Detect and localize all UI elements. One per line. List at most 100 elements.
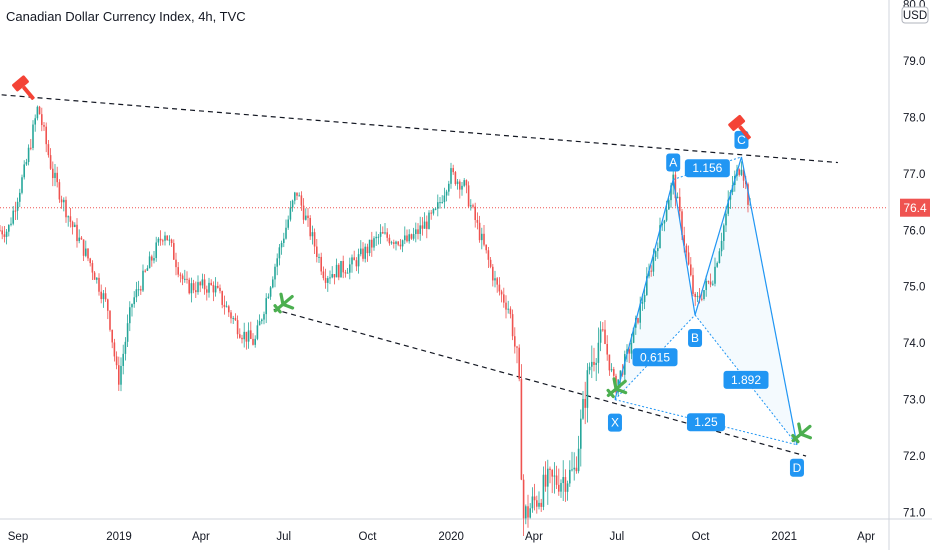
candle bbox=[296, 192, 298, 201]
candle bbox=[610, 363, 613, 373]
x-tick-label: Oct bbox=[359, 531, 378, 543]
candle bbox=[82, 239, 85, 261]
candle bbox=[89, 257, 91, 267]
candle bbox=[111, 329, 113, 349]
candle bbox=[168, 235, 171, 246]
candle bbox=[0, 224, 1, 232]
candle bbox=[549, 466, 551, 484]
candle bbox=[518, 344, 520, 382]
candle bbox=[452, 164, 454, 175]
candle bbox=[93, 270, 96, 280]
candle bbox=[456, 178, 459, 190]
pattern-ratio-label: 1.25 bbox=[694, 415, 718, 429]
trendline[interactable] bbox=[273, 308, 807, 457]
buy-signal-icon[interactable] bbox=[603, 374, 631, 402]
sell-signal-icon[interactable] bbox=[728, 114, 756, 143]
y-tick-label: 77.0 bbox=[903, 169, 925, 181]
candle bbox=[320, 252, 322, 276]
candle bbox=[98, 273, 100, 296]
candle bbox=[483, 224, 485, 247]
candle bbox=[544, 461, 547, 492]
candle bbox=[54, 164, 56, 187]
candle bbox=[382, 226, 384, 234]
buy-signal-icon[interactable] bbox=[787, 420, 815, 448]
candle bbox=[166, 235, 168, 241]
candle bbox=[27, 144, 30, 166]
candle bbox=[124, 337, 127, 361]
candle bbox=[188, 277, 190, 295]
candle bbox=[1, 226, 3, 240]
currency-badge[interactable]: USD bbox=[901, 6, 929, 24]
candle bbox=[718, 248, 721, 264]
candle bbox=[267, 293, 270, 299]
candle bbox=[151, 254, 153, 267]
candle bbox=[52, 161, 54, 187]
x-tick-label: Apr bbox=[192, 531, 210, 543]
candle bbox=[465, 179, 468, 194]
candle bbox=[714, 257, 716, 287]
candle bbox=[203, 274, 206, 295]
candle bbox=[685, 243, 688, 260]
candle bbox=[107, 298, 109, 320]
candle bbox=[503, 287, 505, 308]
candle bbox=[329, 270, 331, 285]
candle bbox=[212, 281, 215, 302]
pattern-leg-cd[interactable] bbox=[740, 156, 798, 445]
pattern-ratio-label: 1.156 bbox=[692, 161, 722, 175]
candle bbox=[448, 180, 450, 196]
buy-signal-icon[interactable] bbox=[270, 290, 298, 318]
candle bbox=[43, 121, 45, 131]
sell-signal-icon[interactable] bbox=[11, 75, 39, 104]
candle bbox=[302, 198, 305, 224]
candle bbox=[85, 240, 87, 258]
pattern-leg-ab[interactable] bbox=[672, 179, 696, 316]
candle bbox=[703, 289, 705, 301]
pattern-leg-xa[interactable] bbox=[614, 179, 674, 400]
pattern-point-b[interactable]: B bbox=[688, 328, 703, 347]
candle bbox=[118, 356, 120, 391]
candle bbox=[272, 276, 274, 289]
candle bbox=[593, 347, 595, 372]
candle bbox=[696, 292, 699, 303]
candle bbox=[142, 264, 144, 292]
candle bbox=[159, 230, 162, 246]
pattern-point-a[interactable]: A bbox=[666, 153, 681, 172]
candle bbox=[195, 281, 197, 298]
y-tick-label: 73.0 bbox=[903, 395, 925, 407]
candle bbox=[551, 468, 553, 494]
pattern-point-d[interactable]: D bbox=[789, 458, 804, 477]
candle bbox=[307, 208, 309, 227]
candle bbox=[584, 381, 586, 425]
candle bbox=[309, 215, 311, 240]
pattern-leg-bc[interactable] bbox=[694, 156, 743, 316]
candle bbox=[498, 277, 501, 296]
x-tick-label: Sep bbox=[8, 531, 28, 543]
candle bbox=[437, 194, 439, 217]
candle bbox=[608, 354, 611, 376]
candle bbox=[197, 275, 199, 295]
candle bbox=[588, 362, 591, 375]
candle bbox=[692, 267, 694, 297]
candle bbox=[679, 188, 681, 219]
candle bbox=[540, 498, 542, 512]
candle bbox=[322, 266, 325, 281]
candle bbox=[291, 199, 294, 212]
trendline[interactable] bbox=[1, 94, 838, 164]
y-tick-label: 76.0 bbox=[903, 225, 925, 237]
candle bbox=[529, 503, 531, 519]
candle bbox=[201, 273, 204, 289]
candle bbox=[397, 240, 399, 247]
candle bbox=[723, 223, 725, 250]
candle bbox=[740, 161, 743, 177]
candle bbox=[500, 289, 503, 303]
pattern-point-x[interactable]: X bbox=[607, 413, 622, 432]
candle bbox=[173, 239, 175, 260]
pattern-triangle-bcd bbox=[695, 156, 797, 445]
pattern-triangle-xab bbox=[614, 179, 696, 400]
candle bbox=[21, 174, 23, 195]
candle bbox=[390, 240, 393, 245]
pattern-ratio-label: 0.615 bbox=[640, 350, 670, 364]
candle bbox=[316, 238, 318, 263]
